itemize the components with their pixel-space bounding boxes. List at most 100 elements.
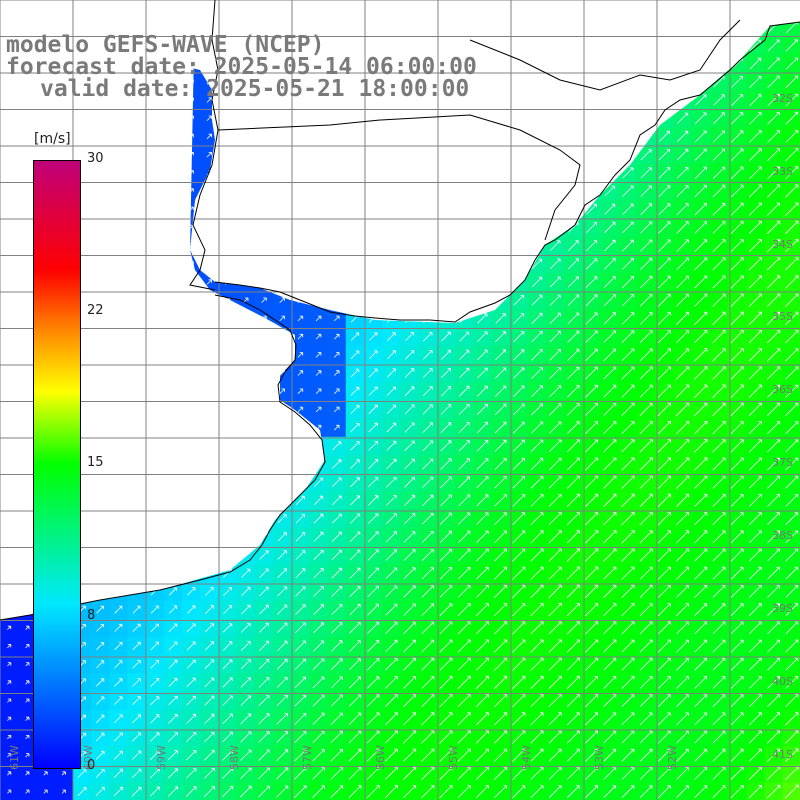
- wind-cell: [546, 655, 565, 674]
- wind-cell: [527, 309, 547, 329]
- wind-arrow: [566, 639, 580, 653]
- wind-cell: [309, 655, 329, 674]
- wind-cell: [400, 582, 420, 602]
- wind-cell: [400, 673, 420, 693]
- wind-arrow: [494, 785, 507, 799]
- wind-cell: [291, 364, 310, 383]
- wind-cell: [764, 473, 784, 492]
- wind-cell: [291, 746, 310, 765]
- wind-arrow: [639, 421, 653, 435]
- wind-cell: [291, 728, 310, 747]
- wind-arrow: [404, 458, 415, 470]
- wind-arrow: [549, 385, 562, 398]
- wind-cell: [618, 618, 638, 638]
- wind-cell: [473, 728, 492, 747]
- wind-cell: [673, 273, 693, 292]
- wind-cell: [436, 709, 456, 729]
- wind-arrow: [312, 731, 325, 744]
- wind-arrow: [621, 493, 635, 508]
- wind-cell: [673, 691, 693, 711]
- wind-arrow: [186, 677, 196, 688]
- wind-arrow: [530, 767, 544, 780]
- wind-cell: [637, 345, 656, 365]
- wind-cell: [400, 709, 420, 729]
- wind-cell: [473, 345, 492, 365]
- wind-cell: [728, 600, 747, 620]
- wind-arrow: [549, 294, 561, 306]
- wind-cell: [527, 418, 547, 438]
- wind-arrow: [785, 621, 799, 635]
- wind-cell: [400, 364, 420, 383]
- wind-arrow: [457, 585, 471, 598]
- wind-arrow: [367, 531, 379, 543]
- wind-arrow: [639, 676, 653, 689]
- wind-cell: [582, 764, 602, 784]
- wind-arrow: [331, 531, 342, 542]
- wind-arrow: [530, 748, 544, 762]
- wind-arrow: [331, 640, 343, 652]
- wind-cell: [709, 145, 729, 165]
- wind-cell: [764, 618, 784, 638]
- wind-cell: [382, 582, 401, 602]
- wind-cell: [91, 709, 110, 729]
- wind-cell: [163, 655, 183, 674]
- wind-cell: [436, 746, 456, 765]
- wind-arrow: [512, 748, 526, 762]
- wind-cell: [163, 600, 183, 620]
- wind-cell: [673, 509, 693, 529]
- wind-arrow: [475, 712, 489, 726]
- wind-arrow: [512, 403, 525, 416]
- wind-arrow: [730, 275, 744, 289]
- wind-cell: [18, 618, 37, 638]
- wind-arrow: [603, 384, 617, 398]
- wind-cell: [764, 163, 784, 183]
- wind-arrow: [767, 202, 781, 216]
- wind-cell: [309, 364, 329, 383]
- wind-arrow: [150, 714, 160, 724]
- wind-arrow: [7, 644, 12, 649]
- wind-cell: [436, 491, 456, 511]
- wind-cell: [527, 273, 547, 292]
- wind-arrow: [549, 349, 561, 361]
- wind-cell: [72, 764, 92, 784]
- wind-arrow: [748, 421, 762, 435]
- wind-cell: [218, 637, 238, 656]
- wind-arrow: [25, 789, 30, 794]
- wind-cell: [582, 400, 602, 420]
- wind-arrow: [168, 714, 178, 724]
- wind-cell: [345, 637, 365, 656]
- wind-cell: [764, 546, 784, 565]
- lon-label: 55W: [447, 745, 460, 770]
- wind-arrow: [95, 787, 105, 797]
- wind-cell: [637, 582, 656, 602]
- wind-arrow: [566, 694, 580, 708]
- wind-arrow: [749, 75, 762, 88]
- wind-cell: [509, 691, 529, 711]
- wind-arrow: [567, 421, 580, 434]
- wind-cell: [163, 728, 183, 747]
- wind-arrow: [403, 585, 416, 598]
- wind-cell: [691, 455, 711, 474]
- wind-cell: [509, 600, 529, 620]
- wind-cell: [145, 746, 165, 765]
- wind-arrow: [585, 730, 598, 744]
- wind-cell: [455, 400, 474, 420]
- wind-cell: [200, 764, 219, 784]
- wind-arrow: [185, 786, 197, 797]
- wind-cell: [709, 637, 729, 656]
- wind-arrow: [457, 730, 471, 744]
- wind-cell: [709, 109, 729, 128]
- wind-arrow: [749, 566, 762, 580]
- wind-arrow: [530, 494, 544, 507]
- wind-arrow: [658, 748, 671, 762]
- wind-arrow: [730, 166, 744, 180]
- wind-arrow: [748, 257, 762, 271]
- wind-arrow: [348, 676, 361, 689]
- wind-cell: [145, 673, 165, 693]
- wind-cell: [509, 582, 529, 602]
- wind-arrow: [730, 530, 744, 544]
- wind-arrow: [334, 370, 340, 376]
- wind-arrow: [548, 475, 562, 489]
- wind-cell: [600, 600, 620, 620]
- wind-cell: [582, 546, 602, 565]
